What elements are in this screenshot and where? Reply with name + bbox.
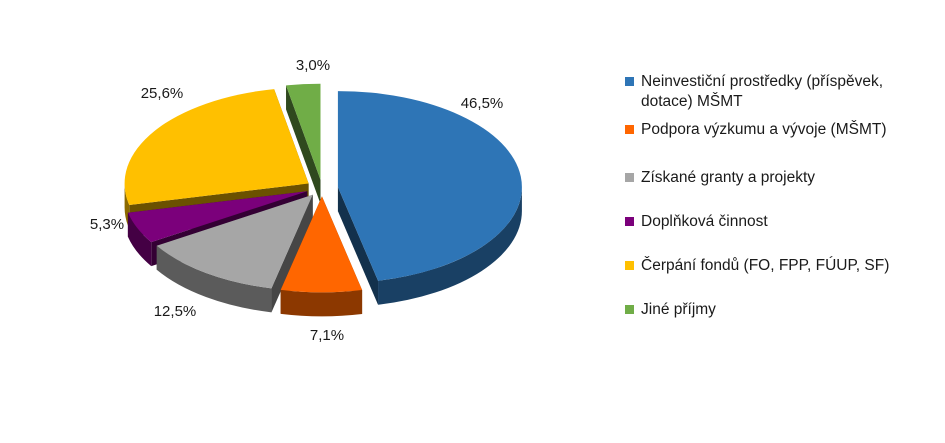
legend-item: Neinvestiční prostředky (příspěvek, dota… <box>625 72 935 112</box>
pie-slices <box>124 83 522 317</box>
legend: Neinvestiční prostředky (příspěvek, dota… <box>625 72 935 332</box>
legend-swatch <box>625 261 634 270</box>
legend-swatch <box>625 173 634 182</box>
legend-label: Jiné příjmy <box>641 301 716 318</box>
pie-slice <box>337 91 522 305</box>
pie-slice-rim <box>280 289 363 317</box>
pie-data-label: 3,0% <box>296 57 330 74</box>
pie-slice-rim <box>156 245 272 313</box>
pie-slice-top <box>156 194 313 289</box>
pie-slice <box>156 194 313 313</box>
legend-item: Podpora výzkumu a vývoje (MŠMT) <box>625 120 935 140</box>
pie-data-label: 7,1% <box>310 327 344 344</box>
legend-item: Jiné příjmy <box>625 300 935 320</box>
pie-slice <box>280 196 363 317</box>
pie-slice-top <box>124 89 309 205</box>
pie-data-label: 5,3% <box>90 216 124 233</box>
legend-item: Čerpání fondů (FO, FPP, FÚUP, SF) <box>625 256 935 276</box>
pie-slice-top <box>127 191 308 243</box>
pie-slice-wall <box>286 85 321 204</box>
legend-label: Doplňková činnost <box>641 213 768 230</box>
pie-data-labels: 46,5% 7,1% 12,5% 5,3% 25,6% 3,0% <box>90 57 503 344</box>
pie-data-label: 46,5% <box>461 95 504 112</box>
legend-swatch <box>625 217 634 226</box>
legend-swatch <box>625 77 634 86</box>
pie-slice-top <box>337 91 522 281</box>
pie-data-label: 25,6% <box>141 85 184 102</box>
legend-label: Podpora výzkumu a vývoje (MŠMT) <box>641 121 887 138</box>
pie-slice-wall <box>337 187 379 305</box>
legend-label: Čerpání fondů (FO, FPP, FÚUP, SF) <box>641 257 890 274</box>
legend-swatch <box>625 305 634 314</box>
legend-swatch <box>625 125 634 134</box>
legend-label: Získané granty a projekty <box>641 169 816 186</box>
pie-data-label: 12,5% <box>154 303 197 320</box>
pie-slice-rim <box>127 212 152 267</box>
pie-slice-top <box>286 83 321 180</box>
pie-slice-wall <box>271 194 313 313</box>
legend-item: Doplňková činnost <box>625 212 935 232</box>
legend-item: Získané granty a projekty <box>625 168 935 188</box>
pie-slice-rim <box>378 187 522 305</box>
legend-label: Neinvestiční prostředky (příspěvek, dota… <box>641 73 884 110</box>
pie-slice <box>286 83 321 204</box>
pie-slice-top <box>280 196 363 293</box>
